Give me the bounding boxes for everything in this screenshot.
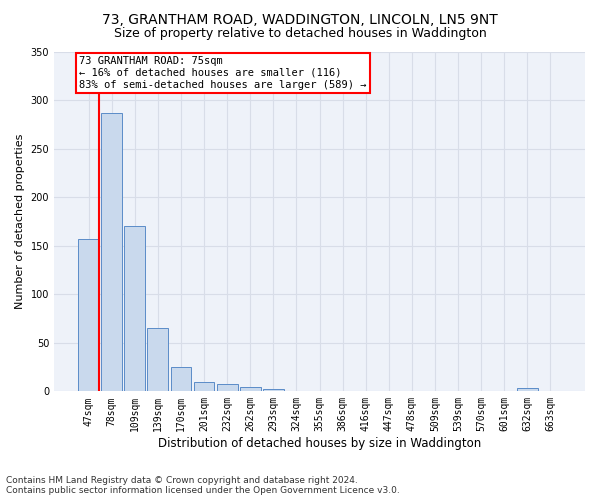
Text: 73, GRANTHAM ROAD, WADDINGTON, LINCOLN, LN5 9NT: 73, GRANTHAM ROAD, WADDINGTON, LINCOLN, … (102, 12, 498, 26)
Text: 73 GRANTHAM ROAD: 75sqm
← 16% of detached houses are smaller (116)
83% of semi-d: 73 GRANTHAM ROAD: 75sqm ← 16% of detache… (79, 56, 367, 90)
Text: Size of property relative to detached houses in Waddington: Size of property relative to detached ho… (113, 28, 487, 40)
Bar (217, 384, 238, 392)
Bar (240, 388, 260, 392)
Y-axis label: Number of detached properties: Number of detached properties (15, 134, 25, 309)
Bar (124, 226, 145, 392)
Bar (148, 328, 168, 392)
Bar (170, 367, 191, 392)
X-axis label: Distribution of detached houses by size in Waddington: Distribution of detached houses by size … (158, 437, 481, 450)
Bar (517, 388, 538, 392)
Bar (263, 390, 284, 392)
Bar (78, 239, 99, 392)
Bar (194, 382, 214, 392)
Bar (101, 112, 122, 392)
Text: Contains HM Land Registry data © Crown copyright and database right 2024.
Contai: Contains HM Land Registry data © Crown c… (6, 476, 400, 495)
